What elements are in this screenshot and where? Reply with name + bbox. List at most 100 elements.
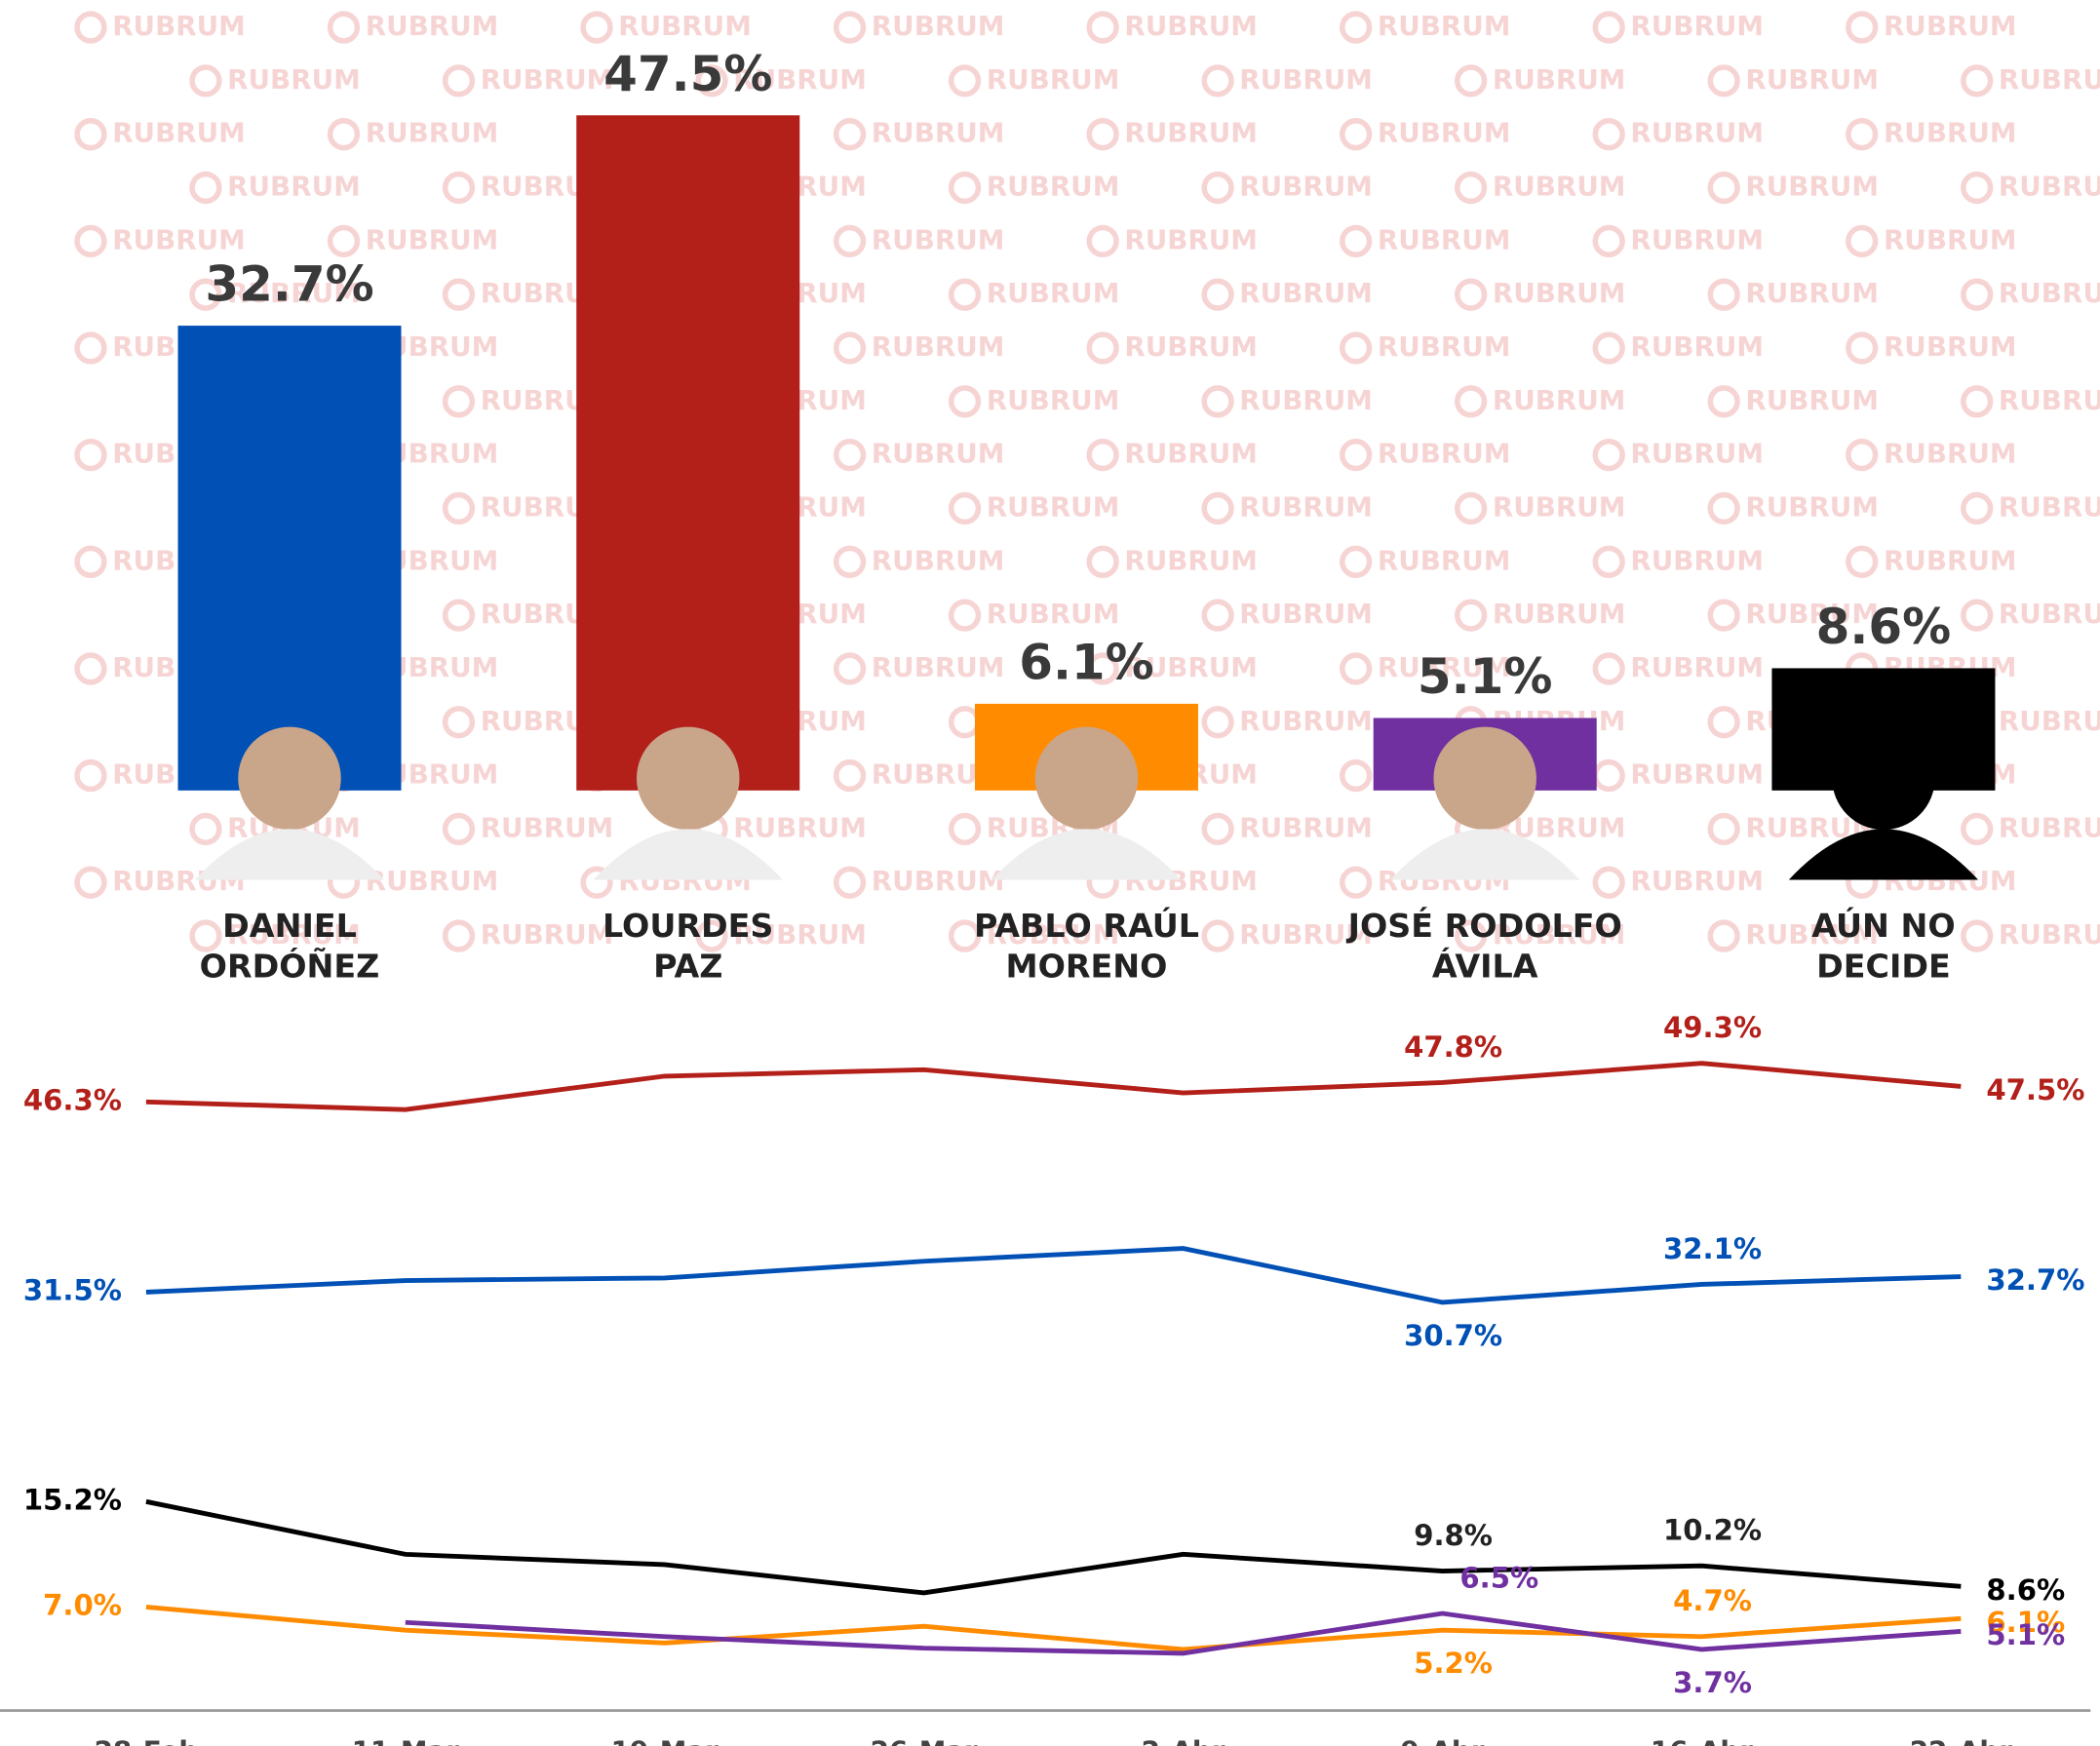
watermark-text: RUBRUM	[1630, 330, 1764, 363]
candidate-name: PABLO RAÚL MORENO	[974, 906, 1199, 986]
watermark-text: RUBRUM	[1493, 171, 1626, 203]
watermark-text: RUBRUM	[1884, 438, 2017, 470]
watermark-text: RUBRUM	[1378, 544, 1511, 576]
watermark-icon	[1592, 758, 1625, 793]
watermark-text: RUBRUM	[366, 223, 499, 255]
watermark-text: RUBRUM	[1745, 384, 1879, 416]
watermark-icon	[1086, 331, 1119, 365]
watermark-icon	[833, 224, 867, 258]
watermark-icon	[948, 599, 982, 632]
watermark-icon	[1086, 438, 1119, 472]
watermark-text: RUBRUM	[1745, 598, 1879, 630]
watermark-icon	[1340, 758, 1373, 793]
candidate-name: LOURDES PAZ	[603, 907, 773, 986]
watermark-icon	[442, 599, 476, 632]
watermark-text: RUBRUM	[1239, 277, 1373, 309]
watermark-text: RUBRUM	[1884, 117, 2017, 149]
watermark-text: RUBRUM	[1239, 598, 1373, 630]
watermark-text: RUBRUM	[1493, 918, 1626, 951]
watermark-text: RUBRUM	[1745, 490, 1879, 523]
watermark-text: RUBRUM	[227, 277, 361, 309]
watermark-icon	[1201, 171, 1234, 205]
watermark-icon	[442, 64, 476, 97]
watermark-icon	[74, 438, 107, 472]
watermark-text: RUBRUM	[1630, 223, 1764, 255]
watermark-icon	[1086, 118, 1119, 151]
watermark-text: RUBRUM	[1745, 63, 1879, 96]
watermark-icon	[1846, 118, 1879, 151]
line-series	[405, 1610, 1962, 1656]
watermark-text: RUBRUM	[987, 490, 1120, 523]
watermark-icon	[833, 866, 867, 899]
line-value-label: 9.8%	[1414, 1519, 1493, 1552]
line-series	[145, 1498, 1962, 1596]
watermark-icon	[1201, 385, 1234, 418]
watermark-icon	[948, 278, 982, 311]
watermark-icon	[833, 11, 867, 44]
watermark-text: RUBRUM	[1630, 651, 1764, 683]
x-tick-label: 22-Abr	[1910, 1735, 2012, 1746]
watermark-icon	[948, 812, 982, 846]
watermark-text: RUBRUM	[227, 918, 361, 951]
watermark-icon	[1201, 599, 1234, 632]
line-value-label: 30.7%	[1404, 1319, 1502, 1352]
watermark-text: RUBRUM	[733, 918, 867, 951]
watermark-icon	[189, 171, 222, 205]
x-tick-label: 11-Mar	[352, 1735, 459, 1746]
watermark-icon	[74, 11, 107, 44]
watermark-icon	[442, 706, 476, 739]
watermark-text: RUBRUM	[1239, 63, 1373, 96]
watermark-icon	[1961, 919, 1994, 952]
candidate-name-line: ÁVILA	[1432, 946, 1538, 985]
line-series	[145, 1246, 1962, 1305]
watermark-icon	[189, 919, 222, 952]
x-tick-label: 16-Abr	[1651, 1735, 1753, 1746]
watermark-icon	[1961, 599, 1994, 632]
line-value-label: 10.2%	[1663, 1514, 1762, 1547]
watermark-icon	[442, 919, 476, 952]
watermark-text: RUBRUM	[1999, 490, 2100, 523]
watermark-text: RUBRUM	[1630, 865, 1764, 897]
watermark-text: RUBRUM	[1999, 811, 2100, 843]
watermark-text: RUBRUM	[1378, 10, 1511, 42]
watermark-icon	[1592, 331, 1625, 365]
candidate-name-line: MORENO	[1005, 947, 1167, 985]
candidate-name: AÚN NO DECIDE	[1811, 906, 1955, 986]
watermark-icon	[580, 11, 613, 44]
watermark-text: RUBRUM	[1378, 223, 1511, 255]
watermark-text: RUBRUM	[1124, 438, 1258, 470]
bar	[177, 326, 402, 791]
watermark-icon	[1707, 171, 1740, 205]
watermark-icon	[1454, 919, 1488, 952]
watermark-text: RUBRUM	[1124, 544, 1258, 576]
candidate-name-line: DECIDE	[1816, 947, 1951, 985]
watermark-text: RUBRUM	[112, 117, 246, 149]
watermark-icon	[948, 919, 982, 952]
watermark-text: RUBRUM	[1999, 384, 2100, 416]
watermark-icon	[948, 64, 982, 97]
watermark-icon	[1454, 278, 1488, 311]
watermark-text: RUBRUM	[872, 223, 1005, 255]
watermark-icon	[1707, 706, 1740, 739]
portrait-head	[637, 726, 740, 831]
watermark-icon	[1592, 438, 1625, 472]
watermark-text: RUBRUM	[481, 63, 614, 96]
watermark-icon	[442, 171, 476, 205]
watermark-text: RUBRUM	[227, 63, 361, 96]
watermark-icon	[695, 919, 728, 952]
watermark-text: RUBRUM	[1493, 598, 1626, 630]
watermark-text: RUBRUM	[987, 63, 1120, 96]
bar-value-label: 6.1%	[1019, 635, 1154, 691]
watermark-text: RUBRUM	[1630, 438, 1764, 470]
watermark-text: RUBRUM	[1124, 330, 1258, 363]
line-value-label: 47.8%	[1404, 1030, 1502, 1064]
watermark-icon	[1707, 64, 1740, 97]
watermark-icon	[189, 64, 222, 97]
watermark-text: RUBRUM	[366, 10, 499, 42]
watermark-icon	[1961, 812, 1994, 846]
watermark-icon	[1592, 118, 1625, 151]
watermark-text: RUBRUM	[1124, 651, 1258, 683]
watermark-icon	[74, 545, 107, 578]
watermark-text: RUBRUM	[1378, 651, 1511, 683]
line-value-label: 46.3%	[23, 1083, 122, 1116]
